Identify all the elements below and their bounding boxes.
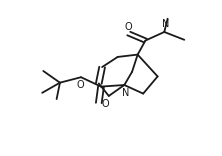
Text: O: O [102, 99, 109, 109]
Text: O: O [125, 22, 133, 32]
Text: N: N [122, 88, 129, 98]
Text: N: N [162, 20, 169, 29]
Text: O: O [76, 80, 84, 90]
